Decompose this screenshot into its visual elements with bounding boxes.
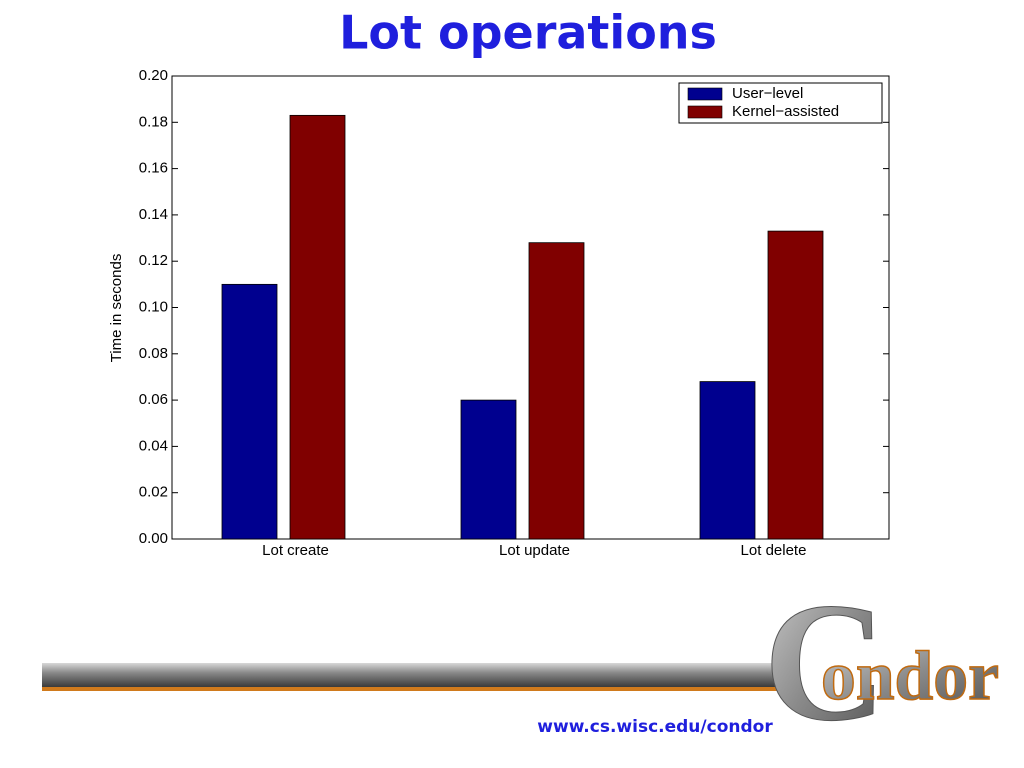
y-axis-label: Time in seconds (108, 254, 125, 363)
y-tick-label: 0.20 (139, 67, 168, 84)
y-tick-label: 0.02 (139, 484, 168, 501)
bar (221, 283, 278, 540)
legend-label: User−level (732, 85, 803, 102)
legend-label: Kernel−assisted (732, 103, 839, 120)
y-tick-label: 0.08 (139, 345, 168, 362)
y-tick-label: 0.06 (139, 391, 168, 408)
y-tick-label: 0.16 (139, 160, 168, 177)
bar (699, 381, 756, 540)
x-tick-label: Lot update (499, 542, 570, 559)
footer-url[interactable]: www.cs.wisc.edu/condor (537, 717, 773, 737)
bar (528, 242, 585, 540)
chart-title: Lot operations (339, 6, 717, 60)
logo-initial: C (764, 568, 887, 756)
y-tick-label: 0.12 (139, 252, 168, 269)
footer-stripe (42, 687, 792, 691)
legend-swatch (687, 105, 723, 119)
x-tick-label: Lot delete (741, 542, 807, 559)
y-tick-label: 0.10 (139, 298, 168, 315)
bar (460, 399, 517, 540)
bar (289, 114, 346, 540)
y-tick-label: 0.04 (139, 437, 168, 454)
logo-text: ondor (821, 638, 999, 715)
footer-bar (42, 663, 792, 687)
y-tick-label: 0.00 (139, 530, 168, 547)
legend-swatch (687, 87, 723, 101)
bar (767, 230, 824, 540)
x-tick-label: Lot create (262, 542, 329, 559)
y-tick-label: 0.14 (139, 206, 168, 223)
y-tick-label: 0.18 (139, 113, 168, 130)
